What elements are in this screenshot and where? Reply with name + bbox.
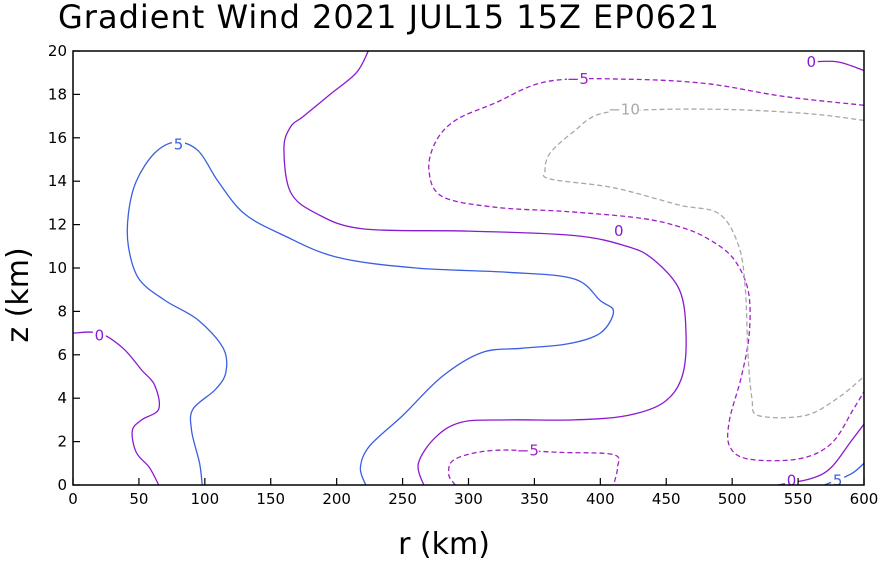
x-axis-label: r (km): [398, 527, 490, 561]
x-tick-label: 350: [520, 490, 549, 508]
contour-label: 0: [614, 222, 624, 240]
contour-label: 0: [95, 326, 105, 344]
contour-layer: [72, 50, 865, 486]
contour-label-bg: [516, 441, 539, 460]
y-tick-label: 2: [57, 433, 67, 451]
x-tick-label: 450: [652, 490, 681, 508]
y-tick-label: 4: [57, 389, 67, 407]
contour-label-bg: [804, 52, 818, 71]
x-tick-label: 550: [784, 490, 813, 508]
y-axis-label: z (km): [1, 247, 36, 342]
y-tick-label: 20: [48, 42, 67, 60]
y-tick-label: 0: [57, 476, 67, 494]
contour-label-bg: [566, 70, 589, 89]
contour-labels-layer: 5 5 0 0 0 0 −5 −5 −10: [92, 52, 845, 490]
y-tick-label: 8: [57, 302, 67, 320]
contour-line-neg5: [447, 449, 620, 486]
contour-label-bg: [92, 326, 106, 345]
x-tick-label: 400: [586, 490, 615, 508]
contour-label: 0: [787, 472, 797, 490]
contour-line-5: [126, 141, 615, 486]
x-tick-label: 300: [454, 490, 483, 508]
contour-label: 0: [806, 53, 816, 71]
contour-line-0: [72, 331, 161, 486]
y-tick-label: 12: [48, 216, 67, 234]
x-tick-label: 250: [388, 490, 417, 508]
plot-frame: [72, 50, 865, 486]
x-tick-label: 0: [68, 490, 78, 508]
y-axis: 0 2 4 6 8 10 12 14 16 18 20: [48, 42, 80, 494]
contour-line-neg10: [542, 108, 865, 419]
x-tick-label: 50: [129, 490, 148, 508]
y-tick-label: 16: [48, 129, 67, 147]
y-tick-label: 10: [48, 259, 67, 277]
contour-line-neg5: [428, 77, 865, 462]
contour-label-bg: [608, 100, 640, 119]
x-tick-label: 150: [256, 490, 285, 508]
contour-line-0: [778, 423, 865, 486]
x-tick-label: 500: [718, 490, 747, 508]
x-tick-label: 100: [191, 490, 220, 508]
x-tick-label: 200: [322, 490, 351, 508]
contour-line-5: [824, 462, 865, 486]
y-tick-label: 6: [57, 346, 67, 364]
contour-label: −5: [517, 441, 539, 459]
contour-label-bg: [171, 135, 185, 154]
chart-title: Gradient Wind 2021 JUL15 15Z EP0621: [58, 0, 720, 36]
contour-line-0: [811, 60, 865, 72]
contour-label-bg: [612, 222, 626, 241]
contour-label: 5: [833, 472, 843, 490]
contour-label: −5: [567, 70, 589, 88]
contour-line-0: [283, 50, 687, 486]
contour-label: −10: [608, 101, 640, 119]
y-tick-label: 18: [48, 85, 67, 103]
contour-label: 5: [174, 135, 184, 153]
x-axis: 0 50 100 150 200 250 300 350 400 450 500 550 600: [68, 478, 878, 508]
x-tick-label: 600: [850, 490, 879, 508]
y-tick-label: 14: [48, 172, 67, 190]
